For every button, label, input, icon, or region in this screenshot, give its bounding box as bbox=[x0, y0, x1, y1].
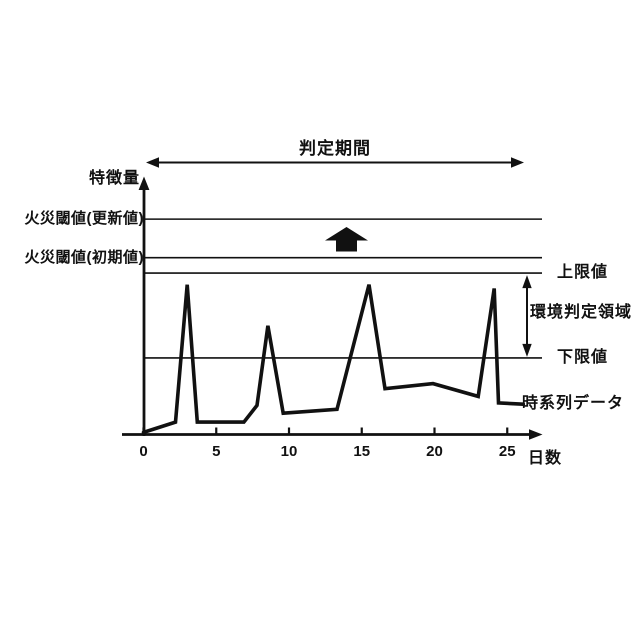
judgment-period-label: 判定期間 bbox=[299, 139, 371, 158]
time-series-data-label: 時系列データ bbox=[522, 395, 625, 412]
x-tick-label-10: 10 bbox=[280, 443, 298, 460]
upper-limit-label: 上限値 bbox=[557, 264, 609, 282]
x-tick-label-0: 0 bbox=[139, 443, 148, 460]
time-series-line bbox=[141, 284, 526, 435]
x-tick-label-5: 5 bbox=[212, 443, 221, 460]
x-tick-label-20: 20 bbox=[426, 443, 443, 460]
lower-limit-label: 下限値 bbox=[557, 348, 609, 366]
x-tick-label-15: 15 bbox=[353, 443, 371, 460]
fire-threshold-updated-label: 火災閾値(更新値) bbox=[24, 210, 144, 228]
fire-threshold-initial-label: 火災閾値(初期値) bbox=[24, 248, 144, 266]
env-region-arrowhead-down bbox=[522, 343, 532, 357]
env-region-arrowhead-up bbox=[522, 275, 532, 289]
y-axis-arrowhead bbox=[138, 176, 150, 190]
x-tick-label-25: 25 bbox=[498, 443, 516, 460]
x-axis-label: 日数 bbox=[528, 450, 563, 467]
judgment-period-arrowhead-right bbox=[511, 157, 524, 168]
threshold-update-arrow bbox=[325, 227, 368, 252]
y-axis-label: 特徴量 bbox=[88, 170, 140, 187]
env-judgment-region-label: 環境判定領域 bbox=[530, 304, 633, 321]
judgment-period-arrowhead-left bbox=[146, 157, 159, 168]
x-axis-arrowhead bbox=[529, 429, 543, 440]
